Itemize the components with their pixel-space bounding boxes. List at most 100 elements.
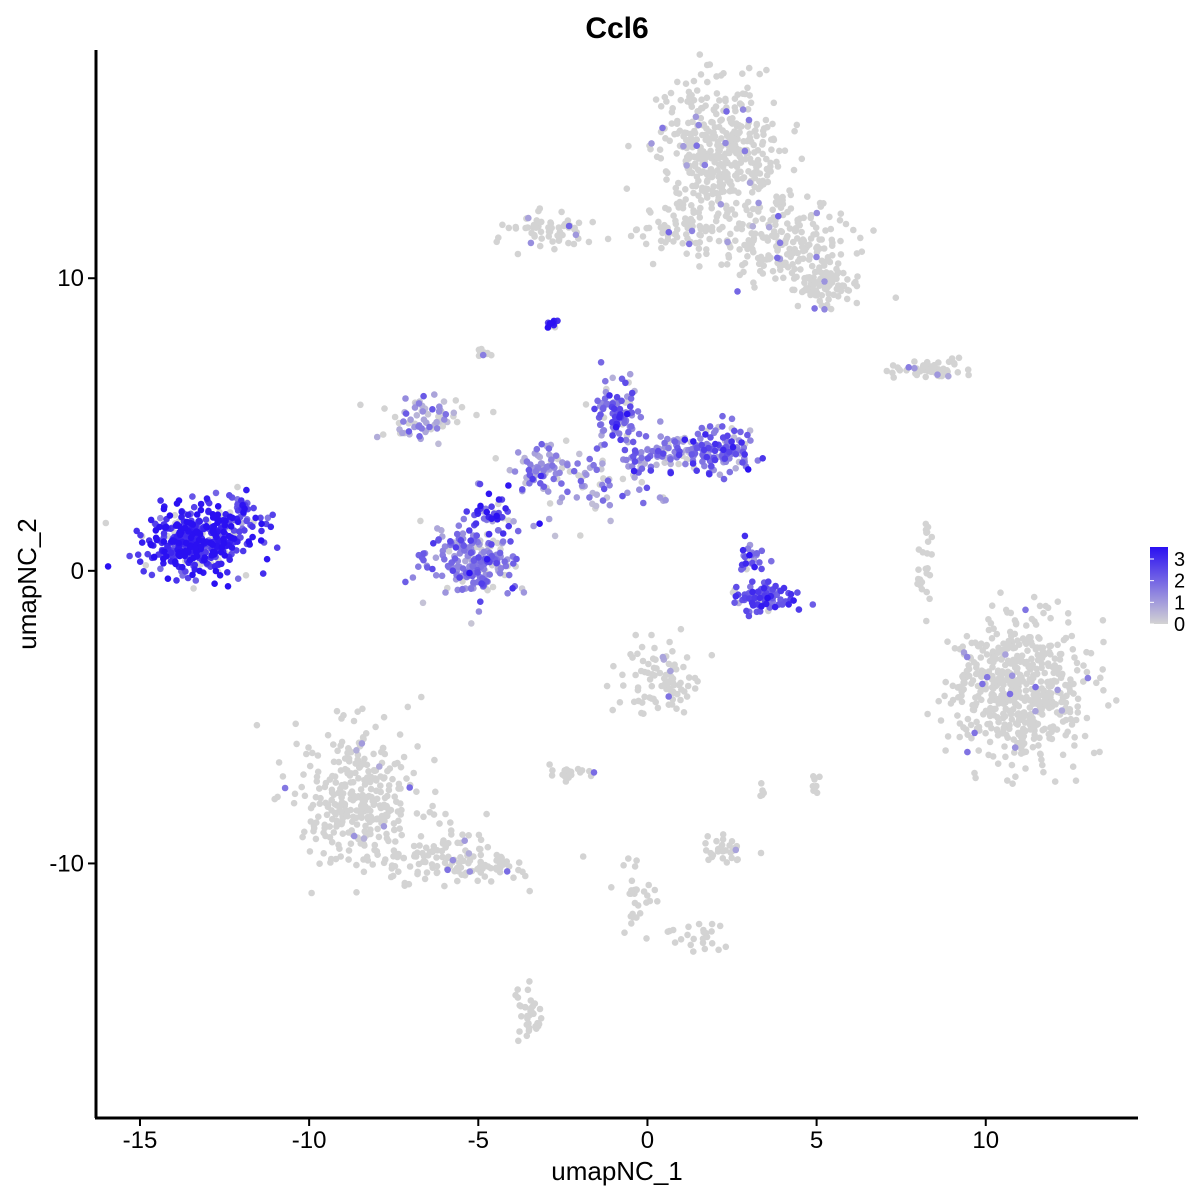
cell-point bbox=[793, 235, 801, 242]
cell-point bbox=[380, 713, 388, 721]
cell-point bbox=[617, 436, 624, 444]
cell-point bbox=[263, 555, 271, 563]
cell-point bbox=[745, 612, 753, 620]
cell-point bbox=[696, 239, 704, 246]
cell-point bbox=[811, 784, 819, 791]
cell-point bbox=[951, 645, 959, 652]
cell-point bbox=[804, 193, 811, 200]
cell-point bbox=[189, 493, 196, 500]
cell-point bbox=[739, 70, 746, 77]
cell-point bbox=[307, 804, 315, 812]
cell-point bbox=[1033, 670, 1041, 677]
cell-point bbox=[854, 273, 861, 280]
cell-point bbox=[269, 511, 277, 519]
cell-point bbox=[620, 682, 627, 689]
cell-point bbox=[998, 692, 1005, 699]
cell-point bbox=[772, 275, 779, 282]
cell-point bbox=[316, 800, 324, 807]
cell-point bbox=[806, 241, 813, 248]
cell-point bbox=[709, 119, 716, 126]
cell-point bbox=[685, 674, 693, 681]
cell-point bbox=[682, 460, 689, 468]
cell-point bbox=[776, 147, 783, 155]
cell-point bbox=[720, 188, 727, 195]
cell-point bbox=[429, 406, 436, 413]
cell-point bbox=[968, 680, 975, 687]
cell-point bbox=[511, 468, 519, 475]
cell-point bbox=[152, 527, 160, 534]
cell-point bbox=[645, 224, 653, 232]
cell-point bbox=[525, 214, 532, 222]
cell-point bbox=[316, 860, 323, 867]
cell-point bbox=[245, 538, 252, 545]
cell-point bbox=[182, 539, 190, 547]
cell-point bbox=[314, 752, 322, 759]
cell-point bbox=[512, 225, 520, 232]
cell-point bbox=[789, 250, 797, 257]
cell-point bbox=[732, 237, 739, 244]
cell-point bbox=[1058, 707, 1066, 714]
cell-point bbox=[1022, 687, 1030, 694]
cell-point bbox=[955, 354, 963, 362]
cell-point bbox=[734, 288, 741, 295]
cell-point bbox=[826, 258, 834, 266]
cell-point bbox=[744, 431, 751, 439]
cell-point bbox=[430, 540, 437, 547]
cell-point bbox=[785, 601, 792, 608]
cell-point bbox=[671, 438, 679, 446]
cell-point bbox=[537, 480, 544, 487]
cell-point bbox=[1090, 749, 1098, 757]
cell-point bbox=[793, 121, 801, 129]
cell-point bbox=[716, 471, 724, 479]
cell-point bbox=[252, 514, 259, 522]
cell-point bbox=[794, 249, 801, 257]
cell-point bbox=[1113, 697, 1120, 704]
cell-point bbox=[164, 575, 172, 582]
cell-point bbox=[176, 523, 183, 530]
cell-point bbox=[732, 465, 739, 472]
cell-point bbox=[406, 863, 414, 870]
cell-point bbox=[755, 199, 762, 207]
cell-point bbox=[736, 246, 743, 253]
cell-point bbox=[402, 578, 409, 586]
cell-point bbox=[310, 822, 318, 829]
cell-point bbox=[218, 543, 226, 551]
cell-point bbox=[548, 772, 556, 779]
cell-point bbox=[505, 482, 512, 489]
cell-point bbox=[743, 206, 750, 214]
cell-point bbox=[1011, 744, 1019, 751]
cell-point bbox=[701, 161, 709, 169]
cell-point bbox=[321, 821, 329, 829]
cell-point bbox=[729, 443, 737, 451]
y-tick-label: -10 bbox=[49, 850, 84, 877]
cell-point bbox=[1080, 662, 1087, 669]
cell-point bbox=[727, 230, 734, 238]
cell-point bbox=[551, 532, 559, 540]
cell-point bbox=[724, 238, 731, 246]
cell-point bbox=[1071, 742, 1078, 749]
cell-point bbox=[734, 169, 741, 177]
cell-point bbox=[958, 698, 966, 706]
cell-point bbox=[820, 245, 828, 252]
cell-point bbox=[607, 517, 614, 525]
cell-point bbox=[702, 840, 709, 847]
cell-point bbox=[722, 943, 730, 951]
cell-point bbox=[994, 760, 1002, 767]
cell-point bbox=[837, 210, 845, 217]
cell-point bbox=[380, 803, 388, 811]
cell-point bbox=[708, 204, 715, 212]
cell-point bbox=[628, 389, 636, 397]
cell-point bbox=[765, 578, 772, 585]
cell-point bbox=[797, 266, 804, 273]
cell-point bbox=[796, 222, 803, 229]
cell-point bbox=[789, 286, 796, 294]
cell-point bbox=[565, 239, 572, 247]
cell-point bbox=[713, 152, 720, 160]
cell-point bbox=[536, 520, 543, 527]
cell-point bbox=[633, 226, 641, 233]
cell-point bbox=[763, 66, 770, 74]
cell-point bbox=[488, 515, 495, 522]
cell-point bbox=[527, 1007, 534, 1015]
cell-point bbox=[385, 786, 393, 794]
cell-point bbox=[1022, 606, 1029, 614]
